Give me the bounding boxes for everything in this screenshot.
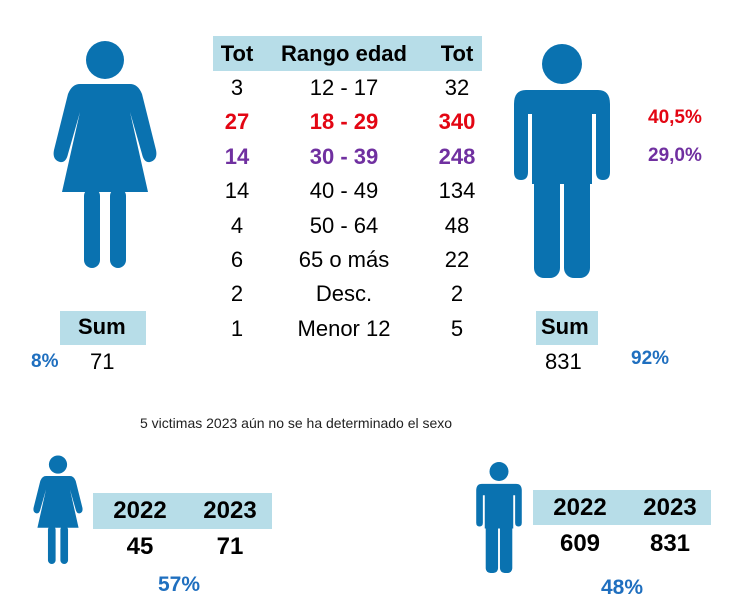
age-table-cell-male: 32 — [444, 75, 470, 100]
female-change-percent: 57% — [158, 573, 201, 596]
male-year-2023: 2023 — [643, 494, 697, 521]
female-sum-header-bg — [60, 311, 146, 345]
female-figure-small-icon — [33, 455, 83, 565]
age-table-cell-range: 12 - 17 — [309, 75, 379, 100]
male-figure-small-icon — [476, 462, 522, 574]
age-table-cell-male: 22 — [444, 247, 470, 272]
female-sum-value: 71 — [90, 349, 115, 374]
female-sum-label: Sum — [78, 314, 126, 339]
male-value-2023: 831 — [649, 530, 691, 557]
age-table-cell-male: 5 — [450, 315, 464, 341]
age-table-cell-male: 48 — [444, 212, 470, 238]
age-table-cell-male: 134 — [438, 178, 476, 204]
age-table-cell-male: 2 — [450, 281, 464, 307]
male-figure-icon — [514, 44, 610, 278]
age-table-cell-female: 14 — [224, 143, 250, 169]
age-table-header-bg — [213, 36, 482, 71]
age-table-cell-range: Desc. — [315, 281, 373, 307]
female-sum-percent: 8% — [31, 351, 59, 372]
male-sum-header-bg — [536, 311, 598, 345]
age-table-cell-male: 340 — [438, 109, 476, 135]
age-table-cell-female: 6 — [230, 247, 244, 272]
note-text: 5 victimas 2023 aún no se ha determinado… — [140, 415, 453, 431]
female-compare-header-bg — [93, 493, 272, 529]
male-change-percent: 48% — [601, 576, 644, 599]
age-table-cell-female: 3 — [230, 75, 244, 100]
age-table-cell-female: 14 — [224, 178, 250, 204]
age-table-cell-range: 50 - 64 — [309, 212, 379, 238]
male-sum-percent: 92% — [631, 348, 670, 369]
age-table-cell-male: 248 — [438, 143, 476, 169]
male-year-2022: 2022 — [553, 494, 607, 521]
female-figure-icon — [53, 41, 157, 268]
male-compare-header-bg — [533, 490, 711, 525]
age-table-cell-female: 27 — [224, 109, 250, 135]
age-table-cell-range: Menor 12 — [297, 315, 391, 341]
male-sum-label: Sum — [541, 314, 589, 339]
male-percent-30-39: 29,0% — [648, 145, 702, 166]
female-value-2022: 45 — [126, 533, 154, 560]
age-table-cell-range: 65 o más — [298, 247, 390, 272]
male-value-2022: 609 — [559, 530, 601, 557]
age-table-cell-range: 18 - 29 — [309, 109, 379, 135]
age-table-header: Tot — [220, 41, 254, 66]
female-year-2023: 2023 — [203, 497, 257, 524]
age-table-cell-female: 1 — [230, 315, 244, 341]
age-table-cell-female: 4 — [230, 212, 244, 238]
age-table-header: Tot — [440, 41, 474, 66]
age-table-cell-female: 2 — [230, 281, 244, 307]
age-table-cell-range: 40 - 49 — [309, 178, 379, 204]
male-percent-18-29: 40,5% — [648, 107, 702, 128]
female-year-2022: 2022 — [113, 497, 167, 524]
age-table-cell-range: 30 - 39 — [309, 143, 379, 169]
female-value-2023: 71 — [216, 533, 244, 560]
male-sum-value: 831 — [545, 349, 582, 374]
age-table-header: Rango edad — [281, 41, 407, 66]
